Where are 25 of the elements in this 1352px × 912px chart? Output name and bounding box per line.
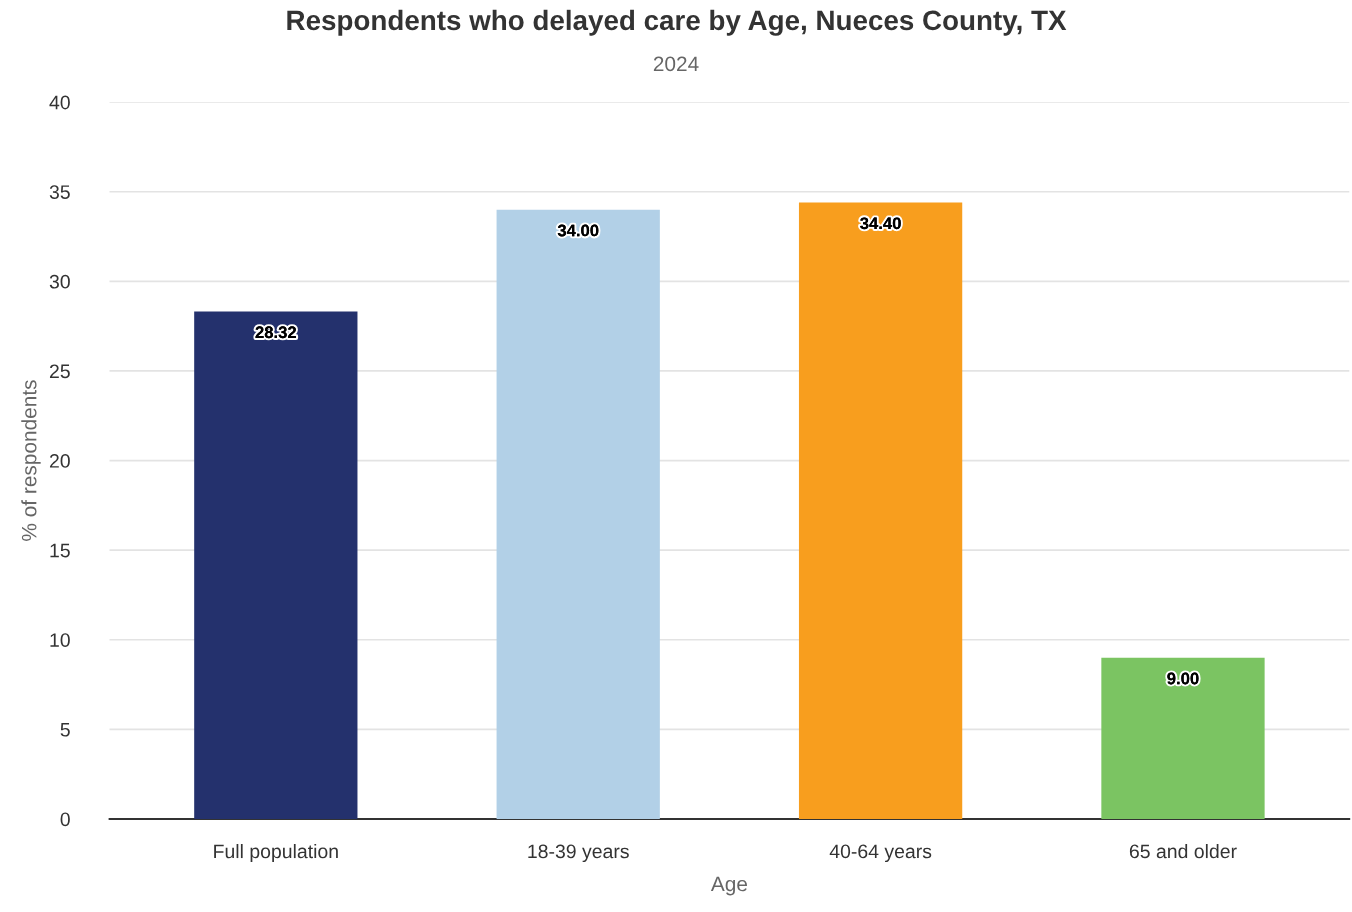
x-tick-label: Full population <box>214 843 338 863</box>
data-label: 34.40 <box>860 217 901 230</box>
y-tick-label: 20 <box>49 454 70 468</box>
y-tick-label: 30 <box>49 274 70 289</box>
y-tick-label: 0 <box>60 812 70 827</box>
bar <box>496 209 660 819</box>
chart-subtitle: 2024 <box>653 56 699 72</box>
y-tick-label: 15 <box>50 543 70 558</box>
x-tick-label: 40-64 years <box>829 844 932 863</box>
chart-title: Respondents who delayed care by Age, Nueces County, TX <box>287 9 1067 36</box>
y-axis-title: % of respondents <box>21 380 41 541</box>
y-tick-label: 5 <box>60 723 70 737</box>
y-tick-label: 40 <box>49 95 70 110</box>
x-tick-label: 65 and older <box>1129 843 1237 859</box>
y-tick-label: 25 <box>49 364 70 379</box>
data-label: 28.32 <box>255 326 297 339</box>
x-tick-label: 18-39 years <box>528 844 629 863</box>
y-tick-label: 35 <box>49 185 70 199</box>
y-tick-label: 10 <box>50 633 70 648</box>
data-label: 9.00 <box>1167 672 1199 685</box>
bar <box>194 311 358 819</box>
x-axis-title: Age <box>710 876 748 896</box>
data-label: 34.00 <box>557 224 599 237</box>
bar <box>1101 657 1265 819</box>
bar <box>798 202 963 819</box>
